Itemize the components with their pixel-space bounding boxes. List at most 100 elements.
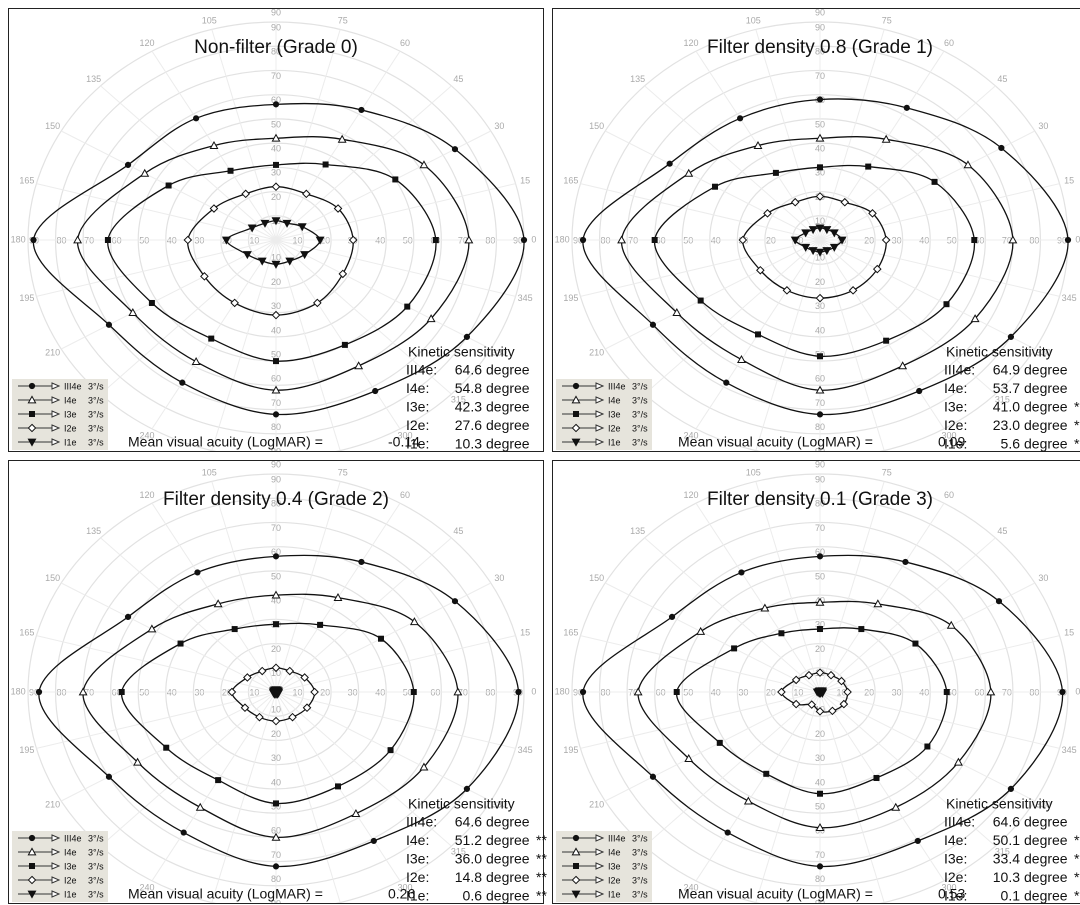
legend-label: I1e [608,889,621,899]
point [358,106,365,114]
point [848,286,858,295]
point [697,297,704,304]
point [953,757,963,766]
legend-marker [27,438,37,447]
legend-arrow [595,424,605,432]
point [673,689,680,695]
point [782,286,792,295]
point [778,630,785,637]
kinetic-value: 53.7 [993,380,1020,396]
point [868,209,877,218]
angle-tick-label: 330 [492,348,507,358]
point [858,626,865,633]
point [998,144,1005,152]
point [272,553,280,560]
grid-spoke [275,691,341,903]
grid-spoke [755,691,821,903]
kinetic-label: I4e: [944,380,967,396]
grid-spoke [275,537,452,693]
panel-border [552,8,1080,452]
grid-spoke [211,29,277,241]
point [829,229,839,238]
angle-tick-label: 180 [11,234,26,244]
angle-tick-label: 15 [520,176,530,186]
kinetic-label: I1e: [406,436,429,452]
point [1008,235,1018,244]
grid-spoke [275,481,341,693]
kinetic-value: 36.0 [455,851,482,867]
point [743,796,753,805]
angle-tick-label: 0 [1075,234,1080,244]
angle-tick-label: 15 [520,628,530,638]
angle-tick-label: 195 [563,745,578,755]
angle-tick-label: 315 [451,847,466,857]
angle-tick-label: 180 [555,686,570,696]
point [300,251,310,260]
angle-tick-label: 195 [563,293,578,303]
grid-spoke [819,691,885,903]
point [815,192,825,201]
point [271,832,281,841]
legend-speed: 3°/s [88,833,104,843]
legend-marker [573,411,579,417]
point [165,182,172,189]
kinetic-value: 0.1 [1001,888,1021,904]
grid-spoke [819,85,996,241]
legend-speed: 3°/s [632,381,648,391]
point [651,237,658,243]
point [271,663,281,673]
point [105,321,113,328]
legend-speed: 3°/s [88,875,104,885]
kinetic-value: 5.6 [1001,436,1021,452]
grid-spoke [819,635,1060,693]
grid-spoke [275,691,516,749]
angle-tick-label: 195 [19,293,34,303]
point [817,164,823,171]
point [273,358,279,365]
legend-speed: 3°/s [632,861,648,871]
angle-tick-label: 255 [746,453,761,463]
grid-spoke [151,691,277,882]
grid-spoke [36,635,277,693]
point [772,169,779,176]
grid-spoke [36,183,277,241]
point [815,224,825,233]
kinetic-label: I1e: [406,888,429,904]
point [451,598,459,605]
point [313,298,322,308]
kinetic-value: 33.4 [993,851,1020,867]
point [817,626,823,633]
kinetic-unit: degree [486,814,530,830]
angle-tick-label: 330 [1036,800,1051,810]
grid-spoke [695,691,821,882]
legend-label: I2e [608,423,621,433]
kinetic-value: 10.3 [455,436,482,452]
point [791,699,801,709]
point [872,264,882,274]
legend-marker [571,395,581,404]
point [763,770,770,777]
panel: 1010101020202020303030304040404050505050… [552,460,1080,904]
angle-tick-label: 45 [453,526,463,536]
kinetic-unit: degree [1024,888,1068,904]
point [902,558,909,566]
grid-spoke [604,582,821,693]
point [883,337,890,344]
grid-spoke [275,239,452,395]
point [387,747,394,754]
point [338,269,348,279]
point [257,257,267,266]
point [302,703,312,713]
point [315,236,325,245]
point [801,243,811,252]
point [912,640,919,647]
legend-marker [571,438,581,447]
angle-tick-label: 60 [400,490,410,500]
point [451,146,459,153]
point [105,773,113,780]
legend-arrow [595,848,605,856]
point [711,183,718,190]
legend-speed: 3°/s [88,889,104,899]
significance: ** [1074,851,1080,867]
point [463,785,471,792]
